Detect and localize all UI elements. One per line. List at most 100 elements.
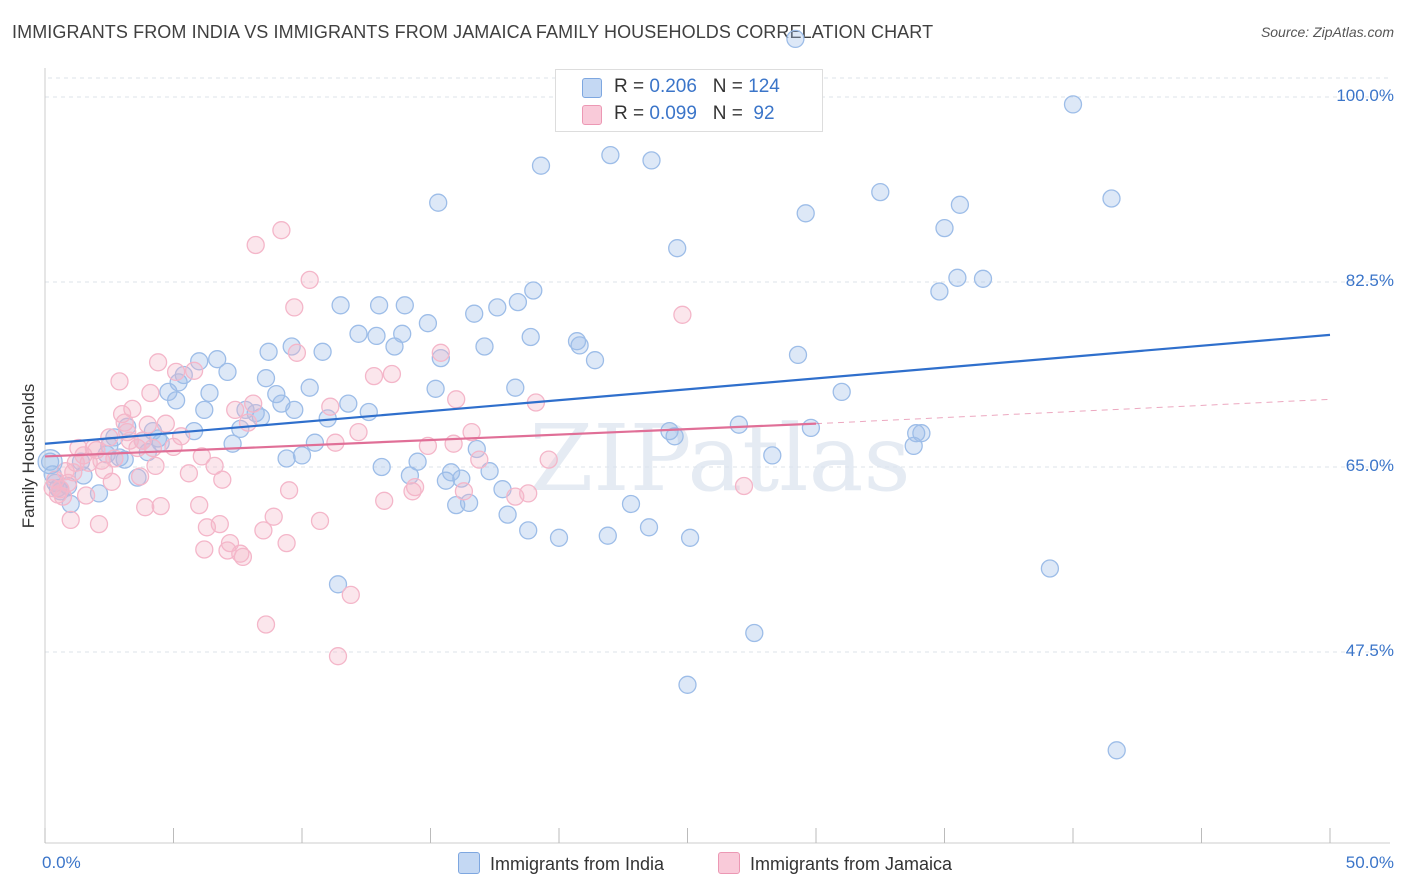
india-point-50[interactable] bbox=[331, 296, 350, 315]
india-point-88[interactable] bbox=[598, 526, 617, 545]
jamaica-point-76[interactable] bbox=[382, 364, 402, 384]
india-point-47[interactable] bbox=[313, 342, 332, 361]
india-point-45[interactable] bbox=[300, 378, 319, 397]
india-point-49[interactable] bbox=[328, 575, 348, 594]
jamaica-point-22[interactable] bbox=[110, 372, 129, 391]
india-point-55[interactable] bbox=[369, 296, 389, 315]
jamaica-point-74[interactable] bbox=[364, 366, 384, 386]
jamaica-point-12[interactable] bbox=[76, 486, 96, 505]
jamaica-point-61[interactable] bbox=[264, 507, 283, 526]
india-point-95[interactable] bbox=[668, 239, 687, 258]
india-point-83[interactable] bbox=[531, 156, 551, 175]
jamaica-point-42[interactable] bbox=[179, 464, 199, 483]
jamaica-point-31[interactable] bbox=[136, 498, 155, 517]
india-point-71[interactable] bbox=[465, 304, 484, 323]
jamaica-point-80[interactable] bbox=[431, 343, 450, 362]
jamaica-point-37[interactable] bbox=[151, 496, 170, 516]
india-point-59[interactable] bbox=[395, 296, 414, 315]
jamaica-point-66[interactable] bbox=[287, 343, 307, 362]
jamaica-point-7[interactable] bbox=[61, 510, 80, 530]
india-point-61[interactable] bbox=[408, 452, 427, 471]
jamaica-point-53[interactable] bbox=[226, 400, 245, 420]
india-point-115[interactable] bbox=[1040, 559, 1060, 578]
jamaica-point-43[interactable] bbox=[184, 361, 204, 380]
jamaica-point-38[interactable] bbox=[156, 414, 175, 433]
jamaica-point-69[interactable] bbox=[321, 397, 340, 416]
india-point-81[interactable] bbox=[521, 327, 540, 347]
jamaica-point-78[interactable] bbox=[405, 477, 425, 497]
india-point-62[interactable] bbox=[418, 314, 438, 333]
india-point-117[interactable] bbox=[1102, 189, 1121, 208]
jamaica-point-46[interactable] bbox=[195, 540, 214, 559]
india-point-46[interactable] bbox=[305, 433, 325, 452]
india-point-103[interactable] bbox=[796, 204, 815, 223]
india-point-104[interactable] bbox=[801, 418, 821, 438]
india-point-99[interactable] bbox=[745, 623, 764, 643]
jamaica-point-29[interactable] bbox=[130, 467, 150, 486]
india-point-28[interactable] bbox=[195, 400, 214, 420]
india-point-56[interactable] bbox=[372, 457, 391, 477]
jamaica-point-34[interactable] bbox=[143, 438, 163, 458]
india-point-109[interactable] bbox=[912, 424, 931, 443]
jamaica-point-60[interactable] bbox=[256, 615, 276, 634]
india-point-31[interactable] bbox=[218, 362, 237, 382]
jamaica-point-55[interactable] bbox=[233, 547, 253, 567]
jamaica-point-4[interactable] bbox=[53, 487, 73, 506]
india-point-30[interactable] bbox=[208, 350, 227, 369]
jamaica-point-49[interactable] bbox=[210, 514, 229, 534]
jamaica-point-44[interactable] bbox=[190, 495, 209, 515]
india-point-53[interactable] bbox=[359, 402, 378, 422]
india-point-74[interactable] bbox=[480, 462, 499, 481]
jamaica-point-67[interactable] bbox=[300, 270, 319, 290]
india-point-102[interactable] bbox=[788, 345, 808, 365]
india-point-27[interactable] bbox=[190, 352, 209, 371]
jamaica-point-79[interactable] bbox=[418, 436, 438, 456]
jamaica-point-71[interactable] bbox=[328, 647, 348, 666]
india-point-90[interactable] bbox=[621, 494, 641, 514]
india-point-89[interactable] bbox=[601, 145, 620, 165]
jamaica-point-41[interactable] bbox=[172, 427, 191, 446]
jamaica-point-90[interactable] bbox=[673, 305, 692, 324]
india-point-67[interactable] bbox=[441, 463, 461, 482]
jamaica-point-56[interactable] bbox=[238, 413, 258, 432]
jamaica-point-57[interactable] bbox=[244, 394, 263, 413]
jamaica-point-33[interactable] bbox=[141, 383, 160, 403]
india-point-112[interactable] bbox=[948, 268, 967, 287]
jamaica-point-70[interactable] bbox=[326, 433, 345, 452]
india-point-44[interactable] bbox=[292, 446, 312, 465]
india-point-41[interactable] bbox=[277, 449, 296, 468]
india-point-97[interactable] bbox=[680, 528, 700, 547]
jamaica-point-6[interactable] bbox=[58, 473, 78, 493]
india-point-78[interactable] bbox=[506, 378, 525, 397]
india-point-39[interactable] bbox=[267, 384, 286, 404]
india-point-94[interactable] bbox=[665, 427, 684, 446]
jamaica-point-36[interactable] bbox=[148, 353, 168, 372]
jamaica-point-27[interactable] bbox=[123, 399, 142, 419]
jamaica-point-54[interactable] bbox=[231, 544, 250, 563]
india-point-64[interactable] bbox=[429, 193, 448, 212]
india-point-77[interactable] bbox=[498, 505, 517, 524]
india-point-large[interactable] bbox=[37, 449, 63, 475]
jamaica-point-72[interactable] bbox=[341, 585, 360, 605]
jamaica-point-82[interactable] bbox=[447, 390, 466, 409]
india-point-84[interactable] bbox=[549, 528, 569, 547]
india-point-80[interactable] bbox=[519, 521, 538, 540]
jamaica-point-48[interactable] bbox=[205, 456, 224, 476]
india-point-23[interactable] bbox=[166, 391, 186, 410]
india-point-60[interactable] bbox=[400, 466, 420, 485]
india-point-65[interactable] bbox=[431, 348, 450, 368]
india-point-118[interactable] bbox=[1107, 741, 1126, 760]
india-point-101[interactable] bbox=[786, 29, 805, 49]
jamaica-point-59[interactable] bbox=[254, 521, 273, 540]
india-point-111[interactable] bbox=[935, 218, 954, 238]
india-point-91[interactable] bbox=[639, 518, 659, 537]
india-point-54[interactable] bbox=[367, 326, 386, 346]
india-point-73[interactable] bbox=[475, 337, 494, 356]
india-point-100[interactable] bbox=[763, 446, 782, 465]
jamaica-point-83[interactable] bbox=[454, 482, 474, 501]
jamaica-point-68[interactable] bbox=[310, 511, 330, 531]
jamaica-point-73[interactable] bbox=[349, 422, 368, 442]
india-point-108[interactable] bbox=[907, 424, 926, 443]
india-point-72[interactable] bbox=[467, 439, 486, 459]
india-point-114[interactable] bbox=[973, 269, 993, 288]
